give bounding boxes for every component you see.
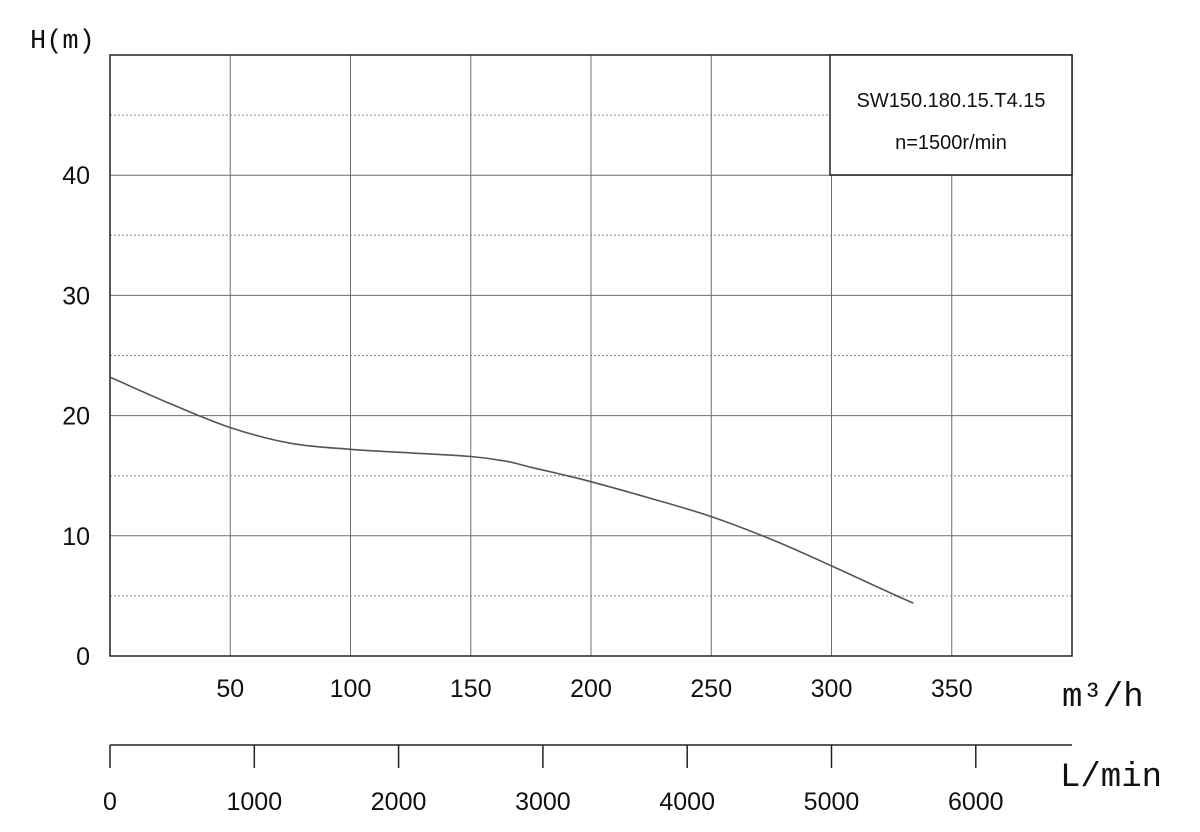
secondary-tick-label: 6000: [948, 788, 1004, 816]
x-axis-ticks: 50 100 150 200 250 300 350: [216, 675, 972, 703]
y-tick-label: 0: [76, 643, 90, 671]
secondary-tick-label: 5000: [804, 788, 860, 816]
x-tick-label: 350: [931, 675, 973, 703]
x-axis-unit: m³/h: [1062, 679, 1144, 717]
legend-box: [829, 54, 1073, 176]
y-axis-ticks: 0 10 20 30 40: [62, 162, 90, 671]
legend: SW150.180.15.T4.15 n=1500r/min: [829, 54, 1073, 176]
secondary-axis-unit: L/min: [1060, 759, 1162, 797]
x-tick-label: 50: [216, 675, 244, 703]
head-flow-curve: [109, 376, 914, 604]
y-axis-label: H(m): [30, 27, 95, 57]
y-tick-label: 30: [62, 282, 90, 310]
secondary-tick-label: 4000: [659, 788, 715, 816]
x-tick-label: 200: [570, 675, 612, 703]
secondary-tick-label: 0: [103, 788, 117, 816]
x-tick-label: 250: [690, 675, 732, 703]
x-tick-label: 100: [330, 675, 372, 703]
secondary-tick-label: 1000: [226, 788, 282, 816]
y-tick-label: 20: [62, 403, 90, 431]
x-tick-label: 150: [450, 675, 492, 703]
secondary-x-axis: 0 1000 2000 3000 4000 5000 6000: [103, 744, 1072, 816]
legend-model: SW150.180.15.T4.15: [856, 90, 1045, 112]
x-tick-label: 300: [811, 675, 853, 703]
secondary-tick-label: 2000: [371, 788, 427, 816]
y-tick-label: 40: [62, 162, 90, 190]
curve-layer: [109, 376, 914, 604]
secondary-tick-label: 3000: [515, 788, 571, 816]
y-tick-label: 10: [62, 523, 90, 551]
plot-frame: [109, 54, 1073, 657]
legend-speed: n=1500r/min: [895, 132, 1007, 154]
